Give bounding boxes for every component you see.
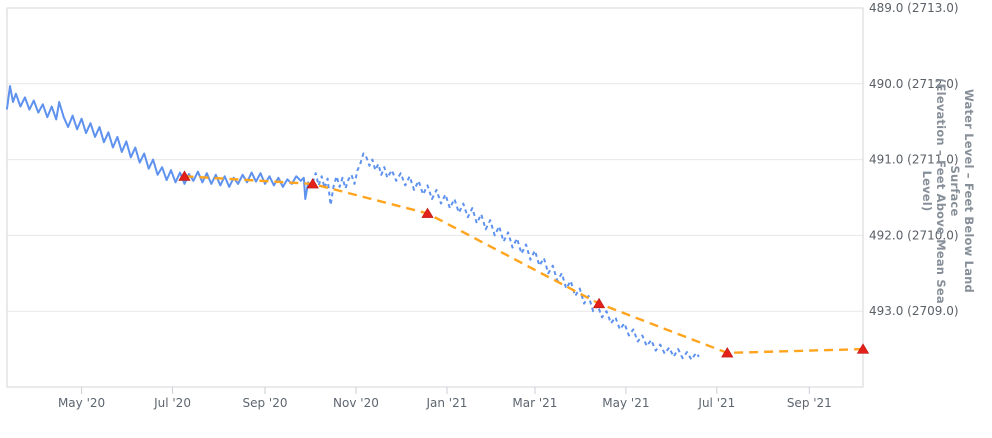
plot-border [6,7,864,388]
x-tick-label: May '21 [602,396,649,410]
discrete-measurement-marker [178,170,191,181]
x-tick-label: Jul '20 [153,396,191,410]
discrete-measurement-marker [592,297,606,309]
provisional-daily-line [311,152,700,361]
y-axis-title: Water Level – Feet Below Land Surface (E… [920,76,976,306]
discrete-measurement-marker [721,347,734,358]
x-tick-label: Sep '21 [787,396,832,410]
periodic-trend-line [184,175,864,355]
y-tick-label: 491.0 (2711.0) [869,153,959,167]
x-tick-label: Sep '20 [242,396,287,410]
discrete-measurement-marker [856,343,870,354]
y-tick-label: 493.0 (2709.0) [869,304,959,318]
x-tick-label: Mar '21 [512,396,557,410]
y-tick-label: 490.0 (2712.0) [869,77,959,91]
y-axis-title-line2: (Elevation – Feet Above Mean Sea Level) [920,78,948,304]
y-axis-title-line1: Water Level – Feet Below Land Surface [948,89,976,293]
y-tick-label: 492.0 (2710.0) [869,228,959,242]
y-tick-label: 489.0 (2713.0) [869,1,959,15]
x-tick-label: May '20 [58,396,105,410]
x-tick-label: Nov '20 [333,396,379,410]
x-tick-label: Jul '21 [697,396,735,410]
x-tick-label: Jan '21 [425,396,467,410]
discrete-measurement-marker [421,207,434,218]
discrete-measurement-marker [306,178,319,189]
approved-daily-line [6,85,310,200]
